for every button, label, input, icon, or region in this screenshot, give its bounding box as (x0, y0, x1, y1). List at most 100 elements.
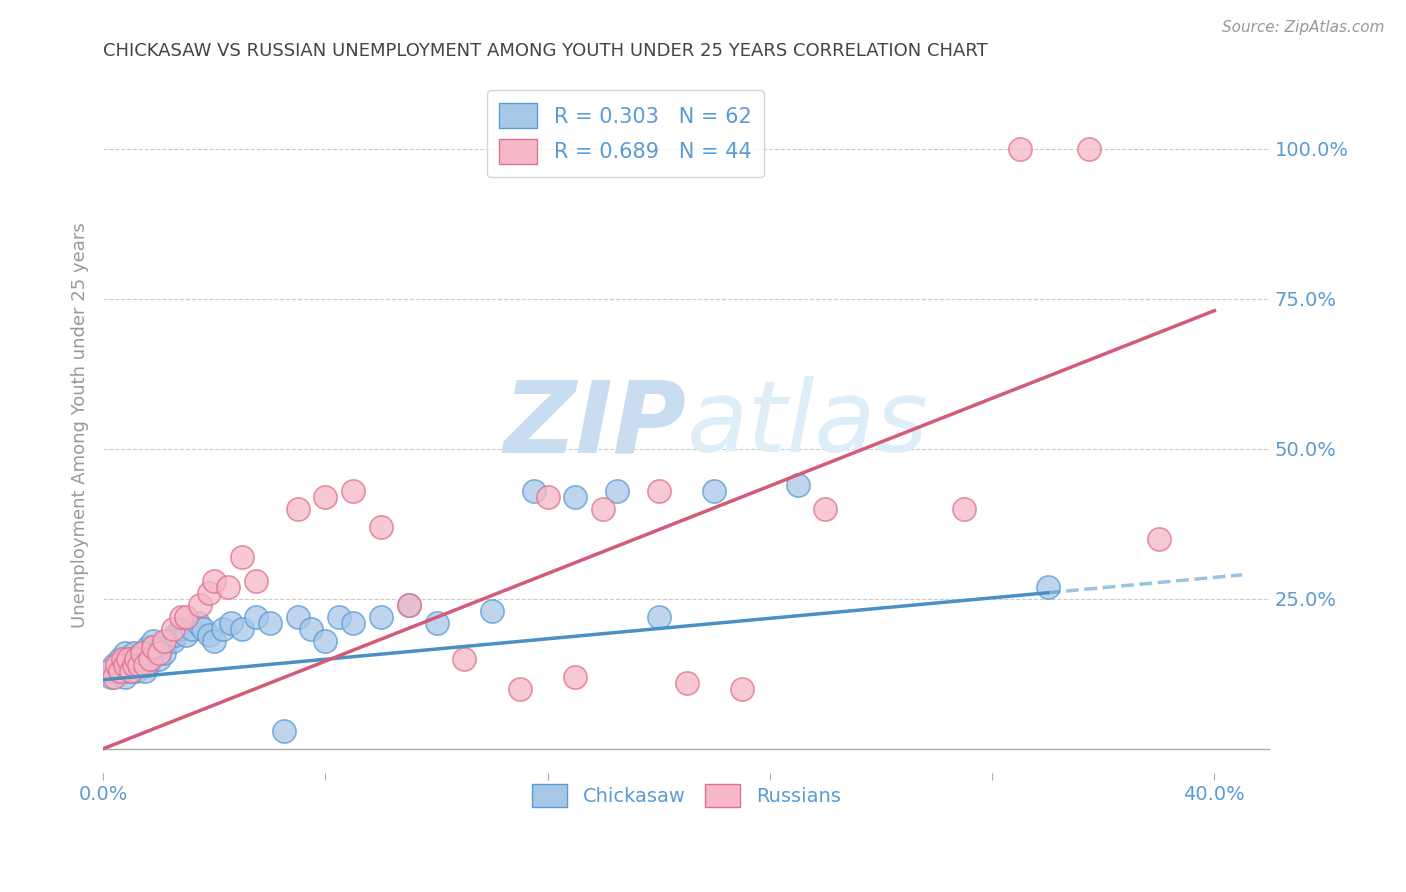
Point (117, 651, 139, 665)
Point (370, 609, 392, 624)
Point (148, 646, 170, 660)
Point (134, 657, 156, 672)
Point (953, 501, 976, 516)
Point (139, 651, 162, 665)
Point (273, 723, 295, 738)
Point (1078, 142, 1101, 156)
Point (165, 628, 187, 642)
Point (187, 615, 209, 630)
Point (197, 585, 219, 599)
Point (202, 574, 225, 588)
Point (114, 670, 136, 684)
Point (105, 657, 128, 672)
Point (592, 501, 614, 516)
Point (125, 664, 148, 678)
Point (122, 651, 145, 665)
Point (314, 490, 336, 504)
Point (509, 681, 531, 696)
Point (114, 657, 136, 672)
Point (453, 651, 475, 665)
Text: ZIP: ZIP (503, 376, 686, 473)
Point (142, 640, 165, 654)
Point (211, 622, 233, 636)
Point (117, 664, 139, 678)
Point (731, 681, 754, 696)
Point (170, 609, 193, 624)
Point (314, 633, 336, 648)
Point (219, 615, 242, 630)
Point (370, 519, 392, 533)
Point (287, 501, 309, 516)
Point (128, 657, 150, 672)
Point (162, 622, 184, 636)
Point (134, 664, 156, 678)
Point (103, 670, 125, 684)
Point (523, 483, 546, 498)
Point (287, 609, 309, 624)
Point (139, 651, 162, 665)
Point (114, 646, 136, 660)
Point (217, 580, 239, 594)
Point (328, 609, 350, 624)
Point (703, 483, 725, 498)
Point (181, 622, 204, 636)
Point (606, 483, 628, 498)
Point (120, 664, 142, 678)
Point (120, 657, 142, 672)
Point (136, 657, 159, 672)
Point (131, 646, 153, 660)
Point (564, 490, 586, 504)
Point (145, 646, 167, 660)
Point (97, 664, 120, 678)
Point (191, 622, 214, 636)
Point (150, 640, 173, 654)
Point (564, 670, 586, 684)
Point (134, 651, 156, 665)
Point (1147, 532, 1170, 546)
Point (108, 651, 131, 665)
Point (176, 628, 198, 642)
Point (231, 549, 253, 564)
Point (103, 657, 125, 672)
Point (108, 664, 131, 678)
Point (190, 598, 212, 612)
Text: CHICKASAW VS RUSSIAN UNEMPLOYMENT AMONG YOUTH UNDER 25 YEARS CORRELATION CHART: CHICKASAW VS RUSSIAN UNEMPLOYMENT AMONG … (103, 42, 988, 60)
Point (170, 622, 193, 636)
Y-axis label: Unemployment Among Youth under 25 years: Unemployment Among Youth under 25 years (72, 222, 89, 628)
Point (648, 609, 671, 624)
Point (675, 675, 697, 690)
Point (148, 651, 170, 665)
Point (1008, 142, 1031, 156)
Point (342, 615, 364, 630)
Point (128, 657, 150, 672)
Text: atlas: atlas (686, 376, 928, 473)
Point (202, 633, 225, 648)
Point (122, 657, 145, 672)
Point (245, 609, 267, 624)
Point (136, 640, 159, 654)
Point (122, 646, 145, 660)
Point (142, 640, 165, 654)
Point (117, 651, 139, 665)
Legend: Chickasaw, Russians: Chickasaw, Russians (524, 776, 848, 815)
Point (398, 598, 420, 612)
Point (231, 622, 253, 636)
Point (648, 483, 671, 498)
Point (342, 483, 364, 498)
Point (153, 633, 176, 648)
Point (128, 651, 150, 665)
Point (536, 490, 558, 504)
Point (259, 615, 281, 630)
Point (111, 651, 134, 665)
Text: Source: ZipAtlas.com: Source: ZipAtlas.com (1222, 20, 1385, 35)
Point (162, 633, 184, 648)
Point (301, 622, 323, 636)
Point (176, 609, 198, 624)
Point (131, 646, 153, 660)
Point (153, 646, 176, 660)
Point (245, 574, 267, 588)
Point (97, 664, 120, 678)
Point (481, 604, 503, 618)
Point (111, 657, 134, 672)
Point (425, 615, 447, 630)
